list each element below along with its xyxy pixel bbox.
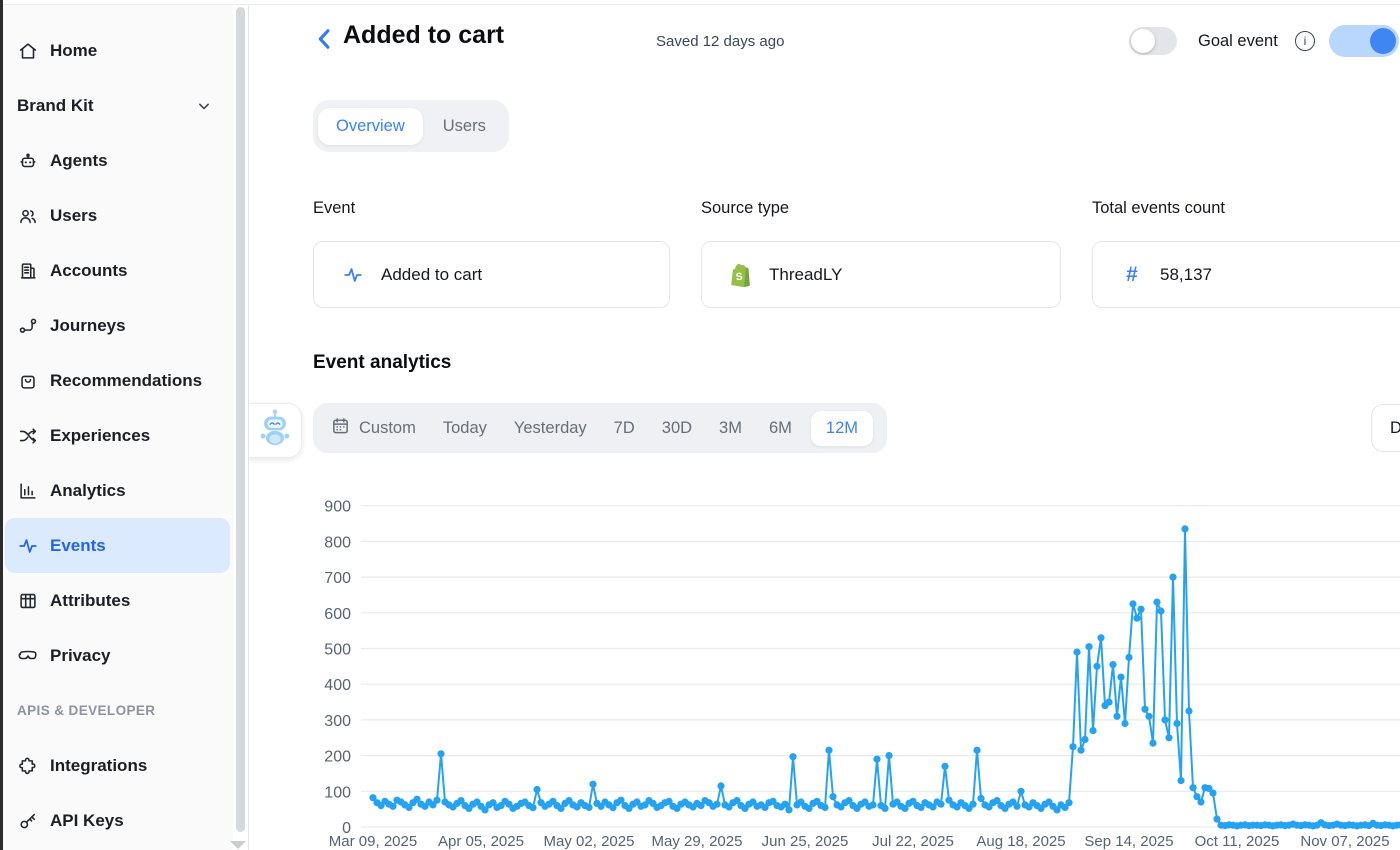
building-icon — [17, 260, 39, 282]
range-30d[interactable]: 30D — [661, 418, 693, 437]
sidebar-item-users[interactable]: Users — [3, 188, 233, 243]
sidebar-item-experiences[interactable]: Experiences — [3, 408, 233, 463]
key-icon — [17, 810, 39, 832]
sidebar-item-events[interactable]: Events — [5, 518, 230, 573]
goal-event-toggle-on[interactable] — [1329, 25, 1399, 57]
bag-icon — [17, 370, 39, 392]
sidebar-scrollbar[interactable] — [230, 5, 248, 850]
svg-text:Aug 18, 2025: Aug 18, 2025 — [976, 833, 1065, 850]
sidebar-item-agents[interactable]: Agents — [3, 133, 233, 188]
tab-group: Overview Users — [313, 100, 509, 152]
sidebar-item-analytics[interactable]: Analytics — [3, 463, 233, 518]
svg-text:900: 900 — [324, 499, 351, 516]
event-card-value: Added to cart — [381, 264, 483, 284]
goal-event-label: Goal event — [1198, 32, 1278, 50]
journey-icon — [17, 315, 39, 337]
assistant-robot-button[interactable] — [249, 403, 302, 458]
sidebar-item-brand-kit[interactable]: Brand Kit — [3, 78, 233, 133]
source-card[interactable]: S ThreadLY — [701, 241, 1061, 308]
svg-text:700: 700 — [324, 570, 351, 587]
sidebar-item-accounts[interactable]: Accounts — [3, 243, 233, 298]
range-7d[interactable]: 7D — [613, 418, 635, 437]
date-range-selector: Custom Today Yesterday 7D 30D 3M 6M 12M — [313, 403, 887, 453]
line-chart: 0 100 200 300 400 500 600 700 800 900 Mar 09, 2025… — [324, 499, 1400, 850]
svg-text:500: 500 — [324, 642, 351, 659]
event-analytics-heading: Event analytics — [313, 352, 452, 373]
range-yesterday[interactable]: Yesterday — [513, 418, 587, 437]
sidebar-item-journeys[interactable]: Journeys — [3, 298, 233, 353]
count-card-value: 58,137 — [1160, 264, 1212, 284]
main-content: Added to cart Saved 12 days ago Goal eve… — [248, 5, 1400, 850]
scroll-down-arrow-icon[interactable] — [230, 841, 246, 849]
svg-text:400: 400 — [324, 677, 351, 694]
svg-text:0: 0 — [342, 820, 351, 837]
range-today[interactable]: Today — [442, 418, 487, 437]
shopify-icon: S — [730, 263, 752, 287]
table-icon — [17, 590, 39, 612]
toggle-knob — [1131, 29, 1155, 53]
pulse-icon — [342, 264, 364, 286]
mask-icon — [17, 645, 39, 667]
chevron-down-icon — [193, 95, 215, 117]
tab-overview[interactable]: Overview — [318, 107, 423, 145]
svg-text:S: S — [735, 271, 743, 283]
svg-text:Nov 07, 2025: Nov 07, 2025 — [1300, 833, 1389, 850]
robot-icon — [17, 150, 39, 172]
svg-text:800: 800 — [324, 534, 351, 551]
svg-text:May 02, 2025: May 02, 2025 — [544, 833, 635, 850]
sidebar-item-home[interactable]: Home — [3, 23, 233, 78]
shuffle-icon — [17, 425, 39, 447]
svg-text:Jun 25, 2025: Jun 25, 2025 — [762, 833, 849, 850]
svg-text:200: 200 — [324, 749, 351, 766]
hash-icon: # — [1126, 262, 1138, 286]
source-field-label: Source type — [701, 199, 790, 217]
svg-text:100: 100 — [324, 784, 351, 801]
users-icon — [17, 205, 39, 227]
sidebar-item-integrations[interactable]: Integrations — [3, 738, 233, 793]
page-title: Added to cart — [343, 21, 505, 49]
pulse-icon — [17, 535, 39, 557]
svg-text:May 29, 2025: May 29, 2025 — [652, 833, 743, 850]
range-3m[interactable]: 3M — [719, 418, 742, 437]
svg-text:Sep 14, 2025: Sep 14, 2025 — [1084, 833, 1173, 850]
svg-text:600: 600 — [324, 606, 351, 623]
range-12m[interactable]: 12M — [810, 410, 873, 446]
event-card[interactable]: Added to cart — [313, 241, 670, 308]
svg-text:Mar 09, 2025: Mar 09, 2025 — [329, 833, 417, 850]
puzzle-icon — [17, 755, 39, 777]
range-6m[interactable]: 6M — [768, 418, 792, 437]
top-divider — [3, 4, 1400, 5]
sidebar-section-apis-developer: APIS & DEVELOPER — [17, 703, 156, 718]
count-field-label: Total events count — [1092, 199, 1225, 217]
window-left-edge — [0, 0, 3, 850]
sidebar-item-privacy[interactable]: Privacy — [3, 628, 233, 683]
svg-text:Jul 22, 2025: Jul 22, 2025 — [872, 833, 954, 850]
toggle-knob — [1370, 28, 1396, 54]
back-button[interactable] — [311, 25, 339, 53]
robot-mascot-icon — [256, 408, 294, 453]
saved-status: Saved 12 days ago — [656, 33, 785, 50]
home-icon — [17, 40, 39, 62]
info-icon[interactable]: i — [1295, 31, 1315, 51]
event-field-label: Event — [313, 199, 356, 217]
sidebar-item-api-keys[interactable]: API Keys — [3, 793, 233, 848]
secondary-toggle-off[interactable] — [1129, 27, 1177, 55]
svg-text:300: 300 — [324, 713, 351, 730]
calendar-icon — [331, 416, 350, 440]
svg-text:Oct 11, 2025: Oct 11, 2025 — [1195, 833, 1280, 850]
bar-chart-icon — [17, 480, 39, 502]
count-card[interactable]: # 58,137 — [1092, 241, 1400, 308]
event-analytics-chart[interactable]: 0 100 200 300 400 500 600 700 800 900 Mar 09, 2025… — [301, 480, 1400, 850]
tab-users[interactable]: Users — [442, 116, 486, 135]
sidebar-item-attributes[interactable]: Attributes — [3, 573, 233, 628]
svg-text:Apr 05, 2025: Apr 05, 2025 — [438, 833, 524, 850]
sidebar: Home Brand Kit Agents Users — [3, 5, 233, 850]
range-custom[interactable]: Custom — [331, 416, 416, 440]
source-card-value: ThreadLY — [769, 264, 843, 284]
granularity-button[interactable]: D — [1371, 404, 1400, 452]
sidebar-item-recommendations[interactable]: Recommendations — [3, 353, 233, 408]
sidebar-scrollbar-thumb[interactable] — [236, 7, 245, 832]
